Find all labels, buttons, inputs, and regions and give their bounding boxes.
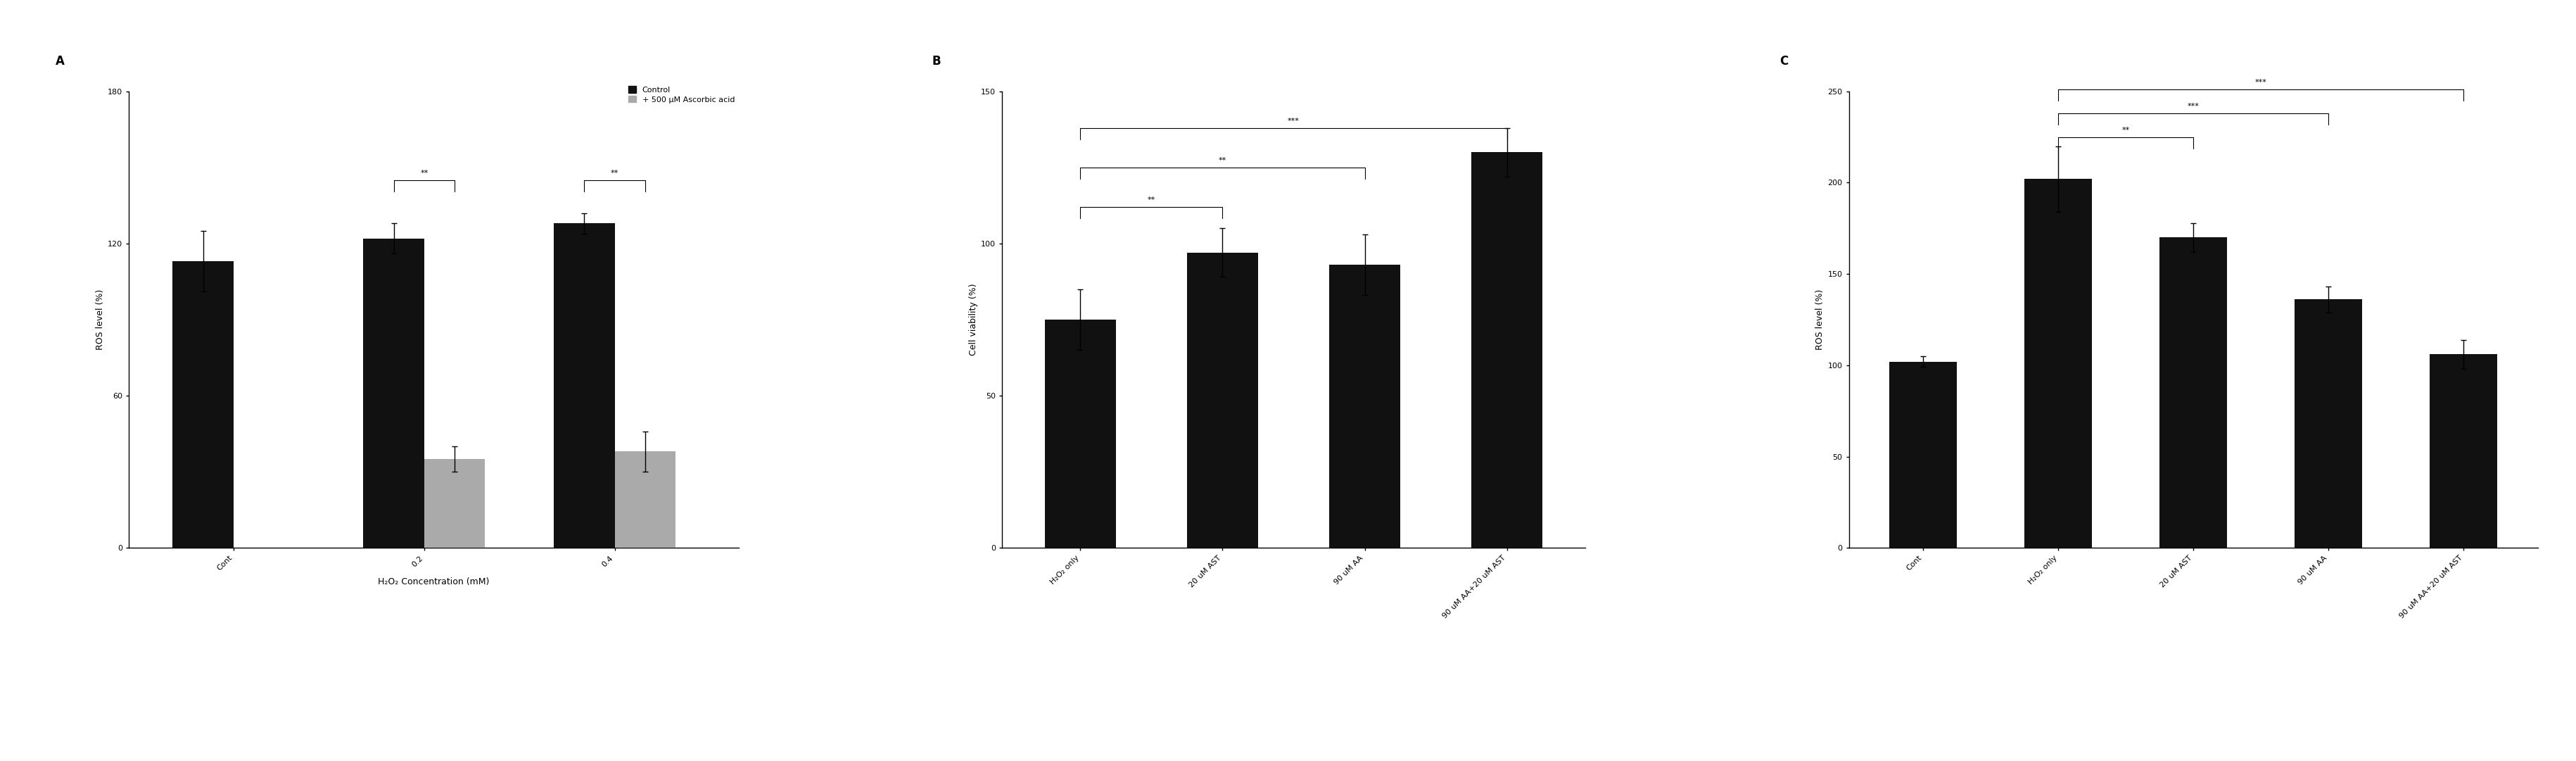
Text: A: A <box>57 55 64 68</box>
Bar <box>616 451 675 548</box>
Y-axis label: ROS level (%): ROS level (%) <box>95 289 106 350</box>
Bar <box>2429 355 2496 548</box>
Bar <box>1329 265 1399 548</box>
Text: **: ** <box>1218 157 1226 164</box>
Y-axis label: Cell viability (%): Cell viability (%) <box>969 284 979 355</box>
Bar <box>173 261 234 548</box>
Bar <box>2295 300 2362 548</box>
Text: ***: *** <box>2187 103 2200 110</box>
Text: **: ** <box>1146 196 1154 203</box>
Text: **: ** <box>420 170 428 177</box>
Bar <box>2025 179 2092 548</box>
Bar <box>2159 237 2226 548</box>
Bar <box>425 459 484 548</box>
Bar <box>1471 152 1543 548</box>
Text: B: B <box>933 55 940 68</box>
Bar <box>1043 320 1115 548</box>
Y-axis label: ROS level (%): ROS level (%) <box>1816 289 1824 350</box>
Text: **: ** <box>2120 126 2130 134</box>
Bar <box>363 238 425 548</box>
Bar <box>1888 361 1955 548</box>
Text: ***: *** <box>1288 117 1298 124</box>
X-axis label: H₂O₂ Concentration (mM): H₂O₂ Concentration (mM) <box>379 577 489 586</box>
Bar <box>1188 253 1257 548</box>
Text: ***: *** <box>2254 79 2267 86</box>
Text: **: ** <box>611 170 618 177</box>
Bar <box>554 223 616 548</box>
Text: C: C <box>1780 55 1788 68</box>
Legend: Control, + 500 μM Ascorbic acid: Control, + 500 μM Ascorbic acid <box>629 86 734 103</box>
